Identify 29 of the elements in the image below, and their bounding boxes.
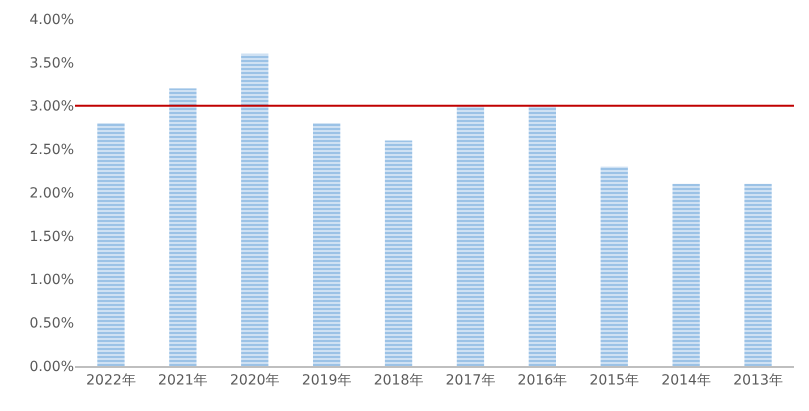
y-tick-label: 0.00% <box>30 358 74 375</box>
bar <box>744 184 772 366</box>
bar <box>312 123 340 366</box>
y-tick-label: 3.50% <box>30 55 74 72</box>
x-tick-label: 2022年 <box>86 372 136 389</box>
y-tick-label: 0.50% <box>30 316 74 332</box>
bar <box>97 123 125 366</box>
x-tick-label: 2018年 <box>374 372 424 389</box>
x-tick-label: 2021年 <box>158 372 208 389</box>
y-tick-label: 1.50% <box>30 228 74 245</box>
bar <box>241 54 268 366</box>
bar <box>456 106 484 366</box>
y-tick-label: 4.00% <box>30 12 74 28</box>
bar <box>600 166 628 366</box>
y-tick-label: 2.00% <box>30 185 74 202</box>
y-tick-label: 1.00% <box>30 272 74 288</box>
bar <box>384 140 412 366</box>
x-tick-label: 2015年 <box>589 372 640 389</box>
bar <box>672 184 700 366</box>
bar <box>169 88 197 366</box>
x-tick-label: 2017年 <box>446 372 496 389</box>
x-tick-label: 2020年 <box>230 372 280 389</box>
bar <box>528 106 556 366</box>
y-tick-label: 3.00% <box>30 98 74 115</box>
x-tick-label: 2016年 <box>518 372 568 389</box>
y-tick-label: 2.50% <box>30 142 74 158</box>
x-tick-label: 2013年 <box>733 372 783 389</box>
x-tick-label: 2019年 <box>302 372 352 389</box>
x-tick-label: 2014年 <box>661 372 711 389</box>
